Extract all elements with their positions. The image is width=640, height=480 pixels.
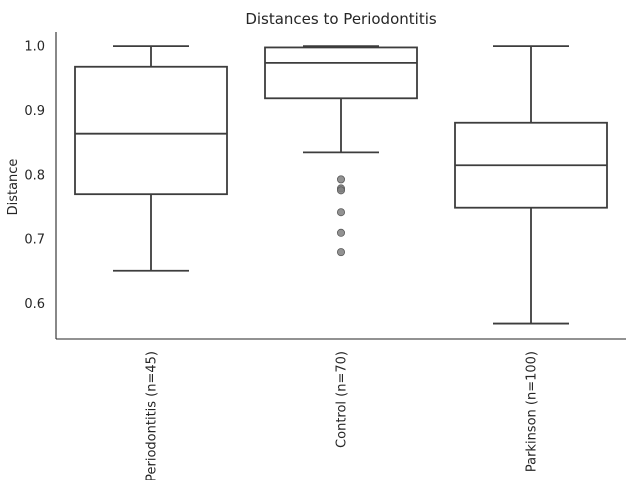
y-tick-label: 0.9 (24, 104, 45, 119)
x-tick-label: Periodontitis (n=45) (145, 351, 160, 480)
x-tick-label: Control (n=70) (335, 351, 350, 448)
y-tick-label: 1.0 (24, 40, 45, 55)
outlier-point (336, 186, 345, 195)
outlier-point (336, 208, 345, 217)
x-tick-label: Parkinson (n=100) (525, 351, 540, 472)
box-body (264, 46, 418, 100)
y-tick-label: 0.8 (24, 168, 45, 183)
outlier-point (336, 228, 345, 237)
y-tick-label: 0.6 (24, 297, 45, 312)
outlier-point (336, 248, 345, 257)
outlier-point (336, 175, 345, 184)
chart-title: Distances to Periodontitis (245, 10, 437, 28)
box-body (74, 65, 228, 196)
plot-area: 0.6 0.7 0.8 0.9 1.0 Periodontitis (n=45) Contr… (24, 32, 626, 480)
y-tick-label: 0.7 (24, 233, 45, 248)
y-axis-label: Distance (6, 159, 21, 216)
